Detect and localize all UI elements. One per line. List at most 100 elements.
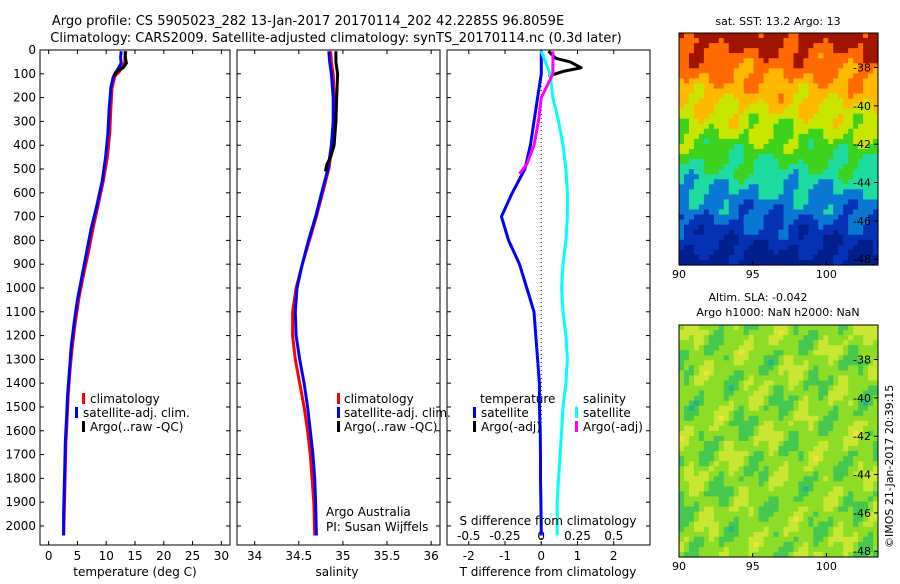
heatmap-cell [723, 446, 730, 452]
heatmap-cell [788, 103, 795, 110]
heatmap-cell [793, 526, 799, 533]
heatmap-cell [763, 239, 770, 246]
heatmap-cell [778, 164, 785, 170]
heatmap-cell [693, 456, 700, 462]
heatmap-cell [753, 249, 760, 256]
heatmap-cell [679, 350, 685, 356]
heatmap-cell [738, 123, 745, 130]
heatmap-cell [728, 506, 735, 513]
heatmap-cell [723, 164, 730, 170]
heatmap-cell [813, 229, 819, 236]
heatmap-cell [688, 88, 695, 95]
heatmap-cell [823, 98, 829, 105]
heatmap-cell [828, 486, 834, 493]
heatmap-cell [788, 345, 795, 351]
heatmap-cell [688, 174, 695, 180]
heatmap-cell [693, 516, 700, 523]
heatmap-cell [708, 53, 715, 59]
heatmap-cell [793, 113, 799, 120]
heatmap-cell [778, 456, 785, 462]
heatmap-cell [818, 184, 824, 190]
heatmap-cell [833, 98, 839, 105]
heatmap-cell [738, 541, 745, 548]
heatmap-cell [853, 38, 859, 44]
heatmap-cell [863, 546, 869, 553]
heatmap-cell [868, 43, 874, 49]
heatmap-cell [688, 229, 695, 236]
heatmap-cell [728, 435, 735, 442]
heatmap-cell [738, 461, 745, 467]
heatmap-cell [863, 199, 869, 206]
heatmap-cell [733, 169, 740, 175]
heatmap-cell [843, 446, 849, 452]
heatmap-cell [718, 531, 725, 538]
heatmap-cell [803, 73, 809, 79]
heatmap-cell [693, 330, 700, 336]
heatmap-cell [853, 254, 859, 261]
heatmap-cell [753, 355, 760, 361]
heatmap-cell [828, 491, 834, 498]
heatmap-cell [793, 541, 799, 548]
heatmap-cell [768, 118, 775, 125]
heatmap-cell [713, 199, 720, 206]
heatmap-cell [703, 430, 710, 437]
heatmap-cell [828, 179, 834, 185]
heatmap-cell [793, 229, 799, 236]
heatmap-cell [748, 209, 755, 216]
heatmap-cell [693, 78, 700, 85]
heatmap-cell [798, 143, 804, 150]
heatmap-cell [783, 68, 790, 74]
heatmap-cell [848, 441, 854, 447]
heatmap-cell [708, 154, 715, 160]
heatmap-cell [798, 138, 804, 145]
heatmap-cell [783, 536, 790, 543]
heatmap-cell [813, 471, 819, 477]
heatmap-cell [708, 546, 715, 553]
heatmap-cell [693, 123, 700, 130]
heatmap-cell [858, 471, 864, 477]
heatmap-cell [693, 471, 700, 477]
heatmap-cell [868, 239, 874, 246]
heatmap-cell [853, 375, 859, 382]
heatmap-cell [813, 118, 819, 125]
heatmap-cell [773, 249, 780, 256]
heatmap-cell [679, 385, 685, 392]
heatmap-cell [723, 486, 730, 493]
heatmap-cell [703, 159, 710, 165]
heatmap-cell [683, 375, 690, 382]
heatmap-cell [813, 204, 819, 211]
heatmap-cell [778, 415, 785, 422]
heatmap-cell [728, 446, 735, 452]
heatmap-cell [873, 239, 879, 246]
heatmap-cell [743, 164, 750, 170]
heatmap-cell [718, 435, 725, 442]
heatmap-cell [803, 133, 809, 140]
heatmap-cell [828, 461, 834, 467]
heatmap-cell [768, 174, 775, 180]
heatmap-cell [843, 108, 849, 115]
heatmap-cell [828, 133, 834, 140]
heatmap-cell [718, 143, 725, 150]
heatmap-cell [868, 506, 874, 513]
difference-legend: temperature satellite Argo(-adj) salinit… [473, 392, 643, 434]
heatmap-cell [843, 471, 849, 477]
heatmap-cell [763, 254, 770, 261]
heatmap-cell [718, 68, 725, 74]
heatmap-cell [683, 58, 690, 64]
heatmap-cell [698, 430, 705, 437]
heatmap-cell [743, 451, 750, 457]
heatmap-cell [708, 405, 715, 412]
heatmap-cell [823, 430, 829, 437]
heatmap-cell [793, 521, 799, 528]
heatmap-cell [693, 209, 700, 216]
heatmap-cell [773, 506, 780, 513]
heatmap-cell [823, 496, 829, 503]
heatmap-cell [698, 456, 705, 462]
heatmap-cell [728, 83, 735, 90]
heatmap-cell [783, 224, 790, 231]
heatmap-cell [863, 481, 869, 487]
heatmap-cell [693, 385, 700, 392]
heatmap-cell [698, 325, 705, 331]
heatmap-cell [798, 496, 804, 503]
heatmap-cell [718, 83, 725, 90]
